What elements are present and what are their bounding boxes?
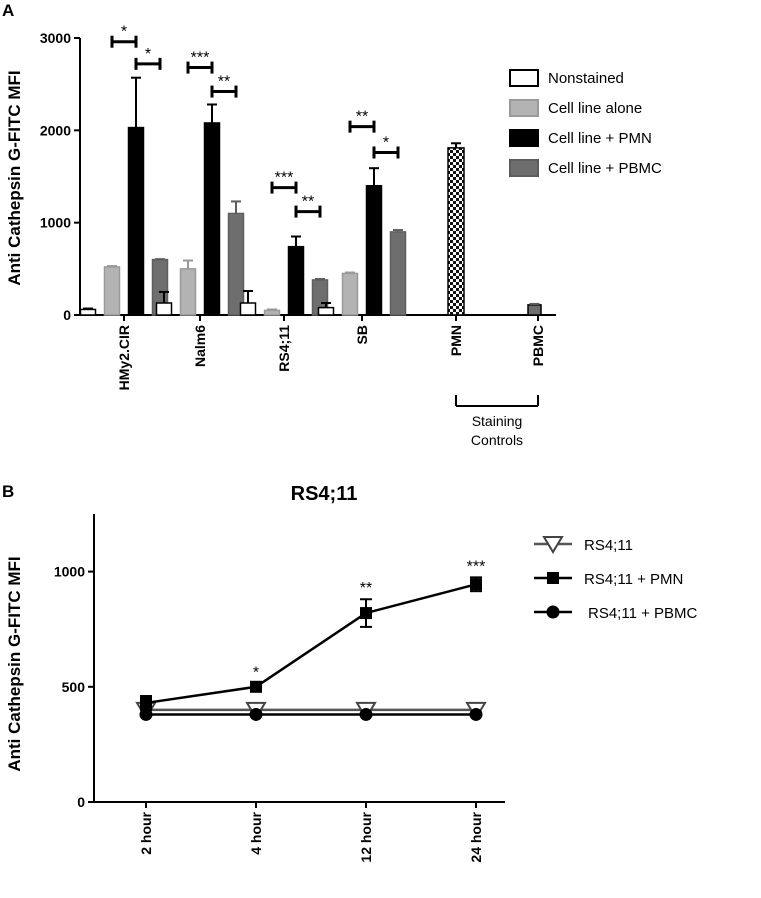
legend-b-label-rs4-11-pmn: RS4;11 + PMN xyxy=(584,571,683,588)
bar-pbmc-cell-line-pbmc xyxy=(527,304,542,316)
legend-b-marker-rs4-11-pbmc xyxy=(546,605,560,619)
panel-b-legend: RS4;11 RS4;11 + PMN RS4;11 + PBMC xyxy=(534,536,698,622)
bar-nalm6-cell-line-pmn xyxy=(203,122,221,316)
legend-a-swatch-cell-line-alone xyxy=(509,99,539,117)
legend-a-label-cell-line-pbmc: Cell line + PBMC xyxy=(548,160,662,177)
panel-a-y-tick-label: 2000 xyxy=(40,122,71,138)
panel-a-y-tick-label: 0 xyxy=(63,307,71,323)
bar-nalm6-cell-line-alone xyxy=(179,268,197,316)
panel-b-x-tick-label-4-hour: 4 hour xyxy=(248,811,264,854)
bar-nalm6-cell-line-pbmc xyxy=(227,212,245,316)
point-rs4-11-pbmc-4-hour xyxy=(249,707,263,721)
panel-b-y-tick-label: 0 xyxy=(77,794,85,810)
bar-rs4-11-nonstained xyxy=(239,302,257,316)
sig-label-nalm6: ** xyxy=(218,74,230,91)
bar-sb-cell-line-alone xyxy=(341,272,359,316)
legend-a-label-cell-line-alone: Cell line alone xyxy=(548,100,642,117)
bar-sb-cell-line-pbmc xyxy=(389,231,407,316)
panel-b-y-axis-title: Anti Cathepsin G-FITC MFI xyxy=(5,556,24,771)
sig-label-sb: * xyxy=(383,134,389,151)
series-line-rs4-11-pmn xyxy=(145,583,477,705)
panel-a-x-tick-label-pmn: PMN xyxy=(448,325,464,356)
panel-b-letter: B xyxy=(2,482,14,501)
panel-a-x-tick-label-pbmc: PBMC xyxy=(530,325,546,366)
point-rs4-11-pbmc-2-hour xyxy=(139,707,153,721)
sig-label-24-hour: *** xyxy=(467,558,486,575)
panel-a-x-tick-label-hmy2-cir: HMy2.CIR xyxy=(116,325,132,390)
legend-a-swatch-nonstained xyxy=(509,69,539,87)
staining-controls-word: Controls xyxy=(471,432,523,448)
sig-label-hmy2-cir: * xyxy=(145,46,151,63)
sig-label-hmy2-cir: * xyxy=(121,24,127,41)
point-rs4-11-pmn-24-hour xyxy=(470,578,482,591)
panel-b-title: RS4;11 xyxy=(291,483,358,505)
panel-b-x-tick-label-12-hour: 12 hour xyxy=(358,811,374,862)
point-rs4-11-pmn-2-hour xyxy=(140,696,152,709)
panel-a-x-tick-label-rs4-11: RS4;11 xyxy=(276,325,292,372)
legend-b-label-rs4-11: RS4;11 xyxy=(584,537,633,554)
point-rs4-11-pbmc-24-hour xyxy=(469,707,483,721)
bar-hmy2-cir-nonstained xyxy=(79,308,97,316)
panel-a-letter: A xyxy=(2,1,14,20)
staining-controls-label: Staining Controls xyxy=(471,413,523,448)
panel-a-legend: Nonstained Cell line alone Cell line + PMN… xyxy=(509,69,662,177)
panel-a-y-tick-label: 3000 xyxy=(40,30,71,46)
legend-b-marker-rs4-11-pmn xyxy=(547,572,559,584)
panel-b-y-tick-label: 500 xyxy=(62,679,86,695)
legend-a-swatch-cell-line-pbmc xyxy=(509,159,539,177)
sig-label-rs4-11: *** xyxy=(275,170,294,187)
sig-label-sb: ** xyxy=(356,109,368,126)
legend-b-marker-rs4-11 xyxy=(542,536,564,554)
legend-a-label-nonstained: Nonstained xyxy=(548,70,624,87)
legend-a-swatch-cell-line-pmn xyxy=(509,129,539,147)
panel-a-x-tick-label-nalm6: Nalm6 xyxy=(192,325,208,367)
bar-pmn-cell-line-pmn xyxy=(447,147,465,316)
staining-controls-word: Staining xyxy=(472,413,523,429)
sig-label-rs4-11: ** xyxy=(302,194,314,211)
bar-sb-nonstained xyxy=(317,306,335,316)
bar-nalm6-nonstained xyxy=(155,302,173,316)
panel-b-x-tick-label-2-hour: 2 hour xyxy=(138,811,154,854)
bar-hmy2-cir-cell-line-alone xyxy=(103,266,121,316)
panel-a-plot: 0 1000 2000 3000 HMy2.CIR Nalm6 RS4;11 SB PMN PBM… xyxy=(40,24,556,448)
bar-hmy2-cir-cell-line-pmn xyxy=(127,126,145,316)
point-rs4-11-pbmc-12-hour xyxy=(359,707,373,721)
sig-label-nalm6: *** xyxy=(191,50,210,67)
panel-b-x-tick-label-24-hour: 24 hour xyxy=(468,811,484,862)
legend-b-label-rs4-11-pbmc: RS4;11 + PBMC xyxy=(588,605,698,622)
panel-a-y-tick-label: 1000 xyxy=(40,215,71,231)
point-rs4-11-pmn-4-hour xyxy=(250,680,262,693)
sig-label-4-hour: * xyxy=(253,664,259,681)
point-rs4-11-pmn-12-hour xyxy=(360,607,372,620)
sig-label-12-hour: ** xyxy=(360,580,372,597)
bar-rs4-11-cell-line-pmn xyxy=(287,245,305,316)
panel-b-y-tick-label: 1000 xyxy=(54,564,85,580)
bar-rs4-11-cell-line-alone xyxy=(263,309,281,316)
bar-sb-cell-line-pmn xyxy=(365,184,383,316)
panel-a-x-tick-label-sb: SB xyxy=(354,325,370,344)
panel-a-y-axis-title: Anti Cathepsin G-FITC MFI xyxy=(5,70,24,285)
legend-a-label-cell-line-pmn: Cell line + PMN xyxy=(548,130,652,147)
